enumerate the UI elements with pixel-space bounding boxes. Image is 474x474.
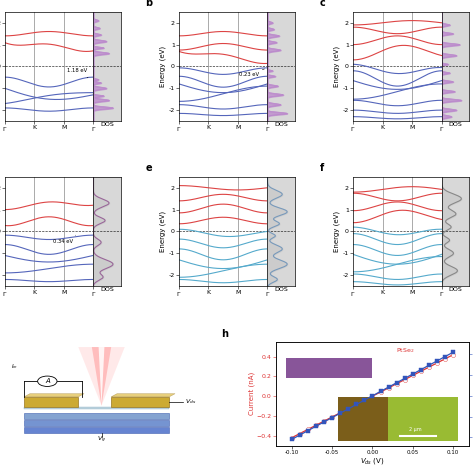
Text: $V_g$: $V_g$ bbox=[97, 435, 106, 446]
Polygon shape bbox=[24, 397, 78, 407]
X-axis label: DOS: DOS bbox=[100, 287, 114, 292]
Polygon shape bbox=[24, 413, 169, 419]
Text: A: A bbox=[45, 378, 50, 384]
Polygon shape bbox=[24, 420, 169, 426]
Polygon shape bbox=[111, 394, 175, 397]
X-axis label: DOS: DOS bbox=[448, 287, 462, 292]
X-axis label: DOS: DOS bbox=[100, 122, 114, 128]
X-axis label: DOS: DOS bbox=[274, 122, 288, 128]
Y-axis label: Energy (eV): Energy (eV) bbox=[333, 211, 340, 252]
Text: $I_{in}$: $I_{in}$ bbox=[11, 362, 18, 371]
Text: 0.23 eV: 0.23 eV bbox=[239, 69, 264, 77]
X-axis label: $V_{ds}$ (V): $V_{ds}$ (V) bbox=[360, 456, 385, 466]
Polygon shape bbox=[99, 347, 104, 406]
Y-axis label: Energy (eV): Energy (eV) bbox=[333, 46, 340, 87]
Text: b: b bbox=[146, 0, 153, 9]
Text: PtTe$_2$: PtTe$_2$ bbox=[388, 429, 406, 438]
Circle shape bbox=[37, 376, 57, 386]
Text: e: e bbox=[146, 164, 152, 173]
Text: c: c bbox=[319, 0, 325, 9]
Polygon shape bbox=[92, 347, 111, 406]
Polygon shape bbox=[78, 347, 125, 406]
Y-axis label: Current (nA): Current (nA) bbox=[248, 372, 255, 415]
Y-axis label: Energy (eV): Energy (eV) bbox=[159, 211, 166, 252]
Text: $V_{ds}$: $V_{ds}$ bbox=[185, 398, 196, 406]
Y-axis label: Energy (eV): Energy (eV) bbox=[159, 46, 166, 87]
Polygon shape bbox=[24, 407, 169, 409]
Text: 1.18 eV: 1.18 eV bbox=[67, 68, 88, 78]
Text: 0.34 eV: 0.34 eV bbox=[54, 235, 75, 245]
Polygon shape bbox=[111, 397, 169, 407]
X-axis label: DOS: DOS bbox=[274, 287, 288, 292]
Polygon shape bbox=[24, 428, 169, 433]
Text: PtSe$_2$: PtSe$_2$ bbox=[396, 346, 414, 355]
Text: h: h bbox=[221, 328, 228, 338]
Text: f: f bbox=[319, 164, 324, 173]
Polygon shape bbox=[24, 394, 84, 397]
X-axis label: DOS: DOS bbox=[448, 122, 462, 128]
